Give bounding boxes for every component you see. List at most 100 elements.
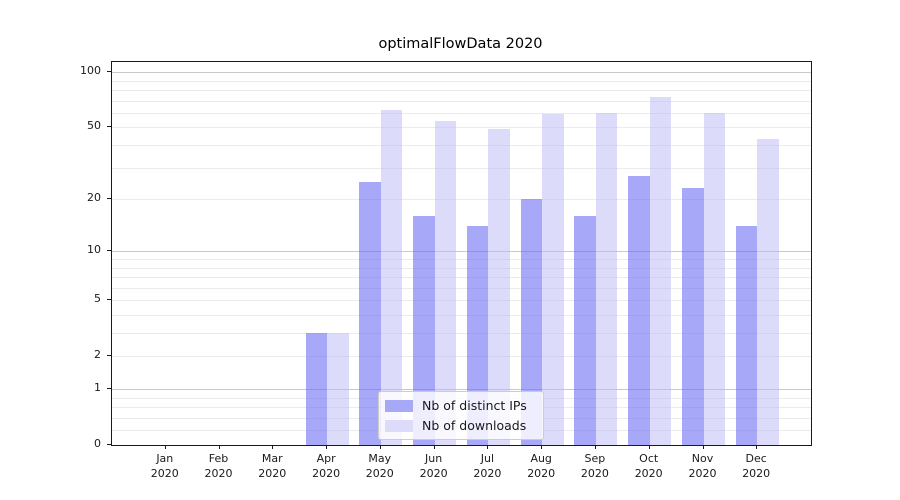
y-tick-mark (107, 198, 111, 200)
bar-distinct-ips-sep (574, 216, 596, 445)
x-tick-year: 2020 (742, 467, 771, 480)
x-tick-month: Oct (639, 452, 659, 465)
y-tick-mark (107, 126, 111, 128)
gridline-minor (112, 127, 811, 129)
x-tick-label-jan: Jan 2020 (135, 451, 195, 481)
legend-label-downloads: Nb of downloads (422, 418, 527, 433)
x-tick-month: Aug (530, 452, 552, 465)
x-tick-mark (702, 445, 704, 449)
y-tick-mark (107, 250, 111, 252)
x-tick-label-may: May 2020 (350, 451, 410, 481)
y-tick-mark (107, 71, 111, 73)
bar-distinct-ips-jul (466, 226, 489, 445)
gridline-minor (112, 90, 811, 91)
bar-downloads-sep (595, 112, 618, 445)
x-tick-label-mar: Mar 2020 (242, 451, 302, 481)
y-tick-label: 0 (94, 437, 101, 450)
y-tick-mark (107, 388, 111, 389)
x-tick-mark (594, 445, 596, 449)
y-tick-label: 20 (87, 191, 101, 205)
x-tick-month: Mar (261, 452, 283, 465)
x-tick-month: Sep (584, 452, 606, 465)
gridline-major (112, 72, 811, 74)
gridline-minor (112, 356, 811, 358)
x-tick-month: Jun (425, 452, 443, 465)
x-tick-month: Nov (691, 452, 714, 465)
x-tick-label-dec: Dec 2020 (726, 451, 786, 481)
legend-swatch-distinct-ips (385, 399, 413, 412)
x-tick-mark (164, 445, 166, 449)
x-tick-label-nov: Nov 2020 (673, 451, 733, 481)
bar-downloads-nov (703, 112, 725, 445)
gridline-minor (112, 112, 811, 114)
x-tick-mark (756, 445, 758, 449)
gridline-minor (112, 167, 811, 169)
x-tick-month: Apr (316, 452, 336, 465)
x-tick-year: 2020 (150, 467, 179, 480)
x-tick-mark (218, 445, 220, 449)
gridline-minor (112, 100, 811, 102)
legend-swatch-downloads (385, 419, 413, 432)
bar-downloads-jul (488, 129, 510, 445)
bar-downloads-oct (649, 97, 672, 445)
y-tick-label: 2 (94, 348, 101, 362)
gridline-minor (112, 199, 811, 201)
x-tick-year: 2020 (634, 467, 663, 480)
gridline-major (112, 251, 811, 253)
x-tick-month: Jul (480, 452, 495, 465)
x-tick-mark (326, 445, 328, 449)
x-tick-year: 2020 (419, 467, 448, 480)
bar-downloads-jun (434, 121, 457, 445)
y-tick-mark (107, 299, 111, 301)
y-tick-mark (107, 444, 111, 445)
x-tick-mark (379, 445, 381, 449)
gridline-minor (112, 300, 811, 302)
bar-distinct-ips-dec (735, 226, 758, 445)
y-tick-label: 100 (80, 64, 101, 78)
legend-item-downloads: Nb of downloads (385, 417, 535, 434)
x-tick-label-sep: Sep 2020 (565, 451, 625, 481)
x-tick-mark (648, 445, 650, 449)
x-tick-label-aug: Aug 2020 (511, 451, 571, 481)
bar-distinct-ips-apr (305, 333, 328, 445)
x-tick-year: 2020 (688, 467, 717, 480)
gridline-minor (112, 259, 811, 260)
x-tick-label-jun: Jun 2020 (404, 451, 464, 481)
gridline-minor (112, 315, 811, 316)
x-tick-label-oct: Oct 2020 (619, 451, 679, 481)
x-tick-label-apr: Apr 2020 (296, 451, 356, 481)
x-tick-year: 2020 (204, 467, 233, 480)
gridline-minor (112, 145, 811, 146)
x-tick-month: Dec (745, 452, 767, 465)
y-tick-label: 50 (87, 119, 101, 133)
gridline-major (112, 389, 811, 390)
x-tick-month: Jan (156, 452, 174, 465)
gridline-minor (112, 333, 811, 334)
bar-distinct-ips-may (359, 181, 381, 445)
chart-title: optimalFlowData 2020 (378, 36, 543, 52)
x-tick-mark (541, 445, 543, 449)
legend-item-distinct-ips: Nb of distinct IPs (385, 397, 535, 414)
y-tick-mark (107, 355, 111, 357)
x-tick-label-feb: Feb 2020 (189, 451, 249, 481)
x-tick-year: 2020 (312, 467, 341, 480)
gridline-minor (112, 287, 811, 289)
x-tick-mark (272, 445, 274, 449)
x-tick-month: Feb (208, 452, 229, 465)
legend: Nb of distinct IPs Nb of downloads (378, 391, 544, 440)
gridline-minor (112, 80, 811, 82)
x-tick-year: 2020 (580, 467, 609, 480)
y-tick-label: 10 (87, 243, 101, 257)
bar-downloads-dec (757, 139, 779, 445)
gridline-minor (112, 277, 811, 278)
bar-distinct-ips-aug (520, 199, 543, 445)
bar-downloads-may (380, 110, 403, 445)
y-tick-label: 1 (94, 381, 101, 394)
plot-area (111, 61, 812, 446)
x-tick-year: 2020 (473, 467, 502, 480)
bar-downloads-apr (327, 333, 349, 445)
x-tick-year: 2020 (258, 467, 287, 480)
x-tick-year: 2020 (527, 467, 556, 480)
x-tick-mark (487, 445, 489, 449)
